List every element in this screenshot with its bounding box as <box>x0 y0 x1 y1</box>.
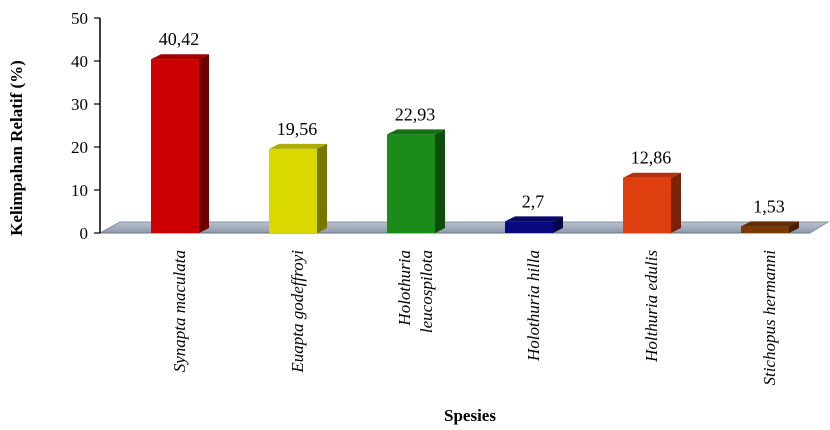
bar-top <box>623 172 681 178</box>
bars <box>151 54 799 233</box>
bar-top <box>151 54 209 60</box>
data-label: 19,56 <box>277 119 318 139</box>
bar-front <box>387 134 435 233</box>
category-labels: Synapta maculata Euapta godeffroyi Holothu… <box>170 250 779 386</box>
data-labels: 40,42 19,56 22,93 2,7 12,86 1,53 <box>159 29 785 216</box>
data-label: 40,42 <box>159 29 200 49</box>
data-label: 2,7 <box>522 191 545 211</box>
floor-plane <box>99 221 830 234</box>
bar-front <box>269 148 317 233</box>
y-tick-label: 10 <box>71 181 88 200</box>
bar-top <box>387 129 445 135</box>
y-axis: 0 10 20 30 40 50 <box>71 9 101 243</box>
y-tick-label: 20 <box>71 138 88 157</box>
bar-front <box>623 177 671 233</box>
bar-top <box>741 221 799 227</box>
bar-front <box>741 226 789 233</box>
bar-side <box>671 172 681 233</box>
bar-side <box>435 129 445 233</box>
y-tick-label: 30 <box>71 95 88 114</box>
bar <box>387 129 445 233</box>
bar <box>151 54 209 233</box>
y-tick-label: 50 <box>71 9 88 28</box>
data-label: 12,86 <box>631 148 672 168</box>
bar-top <box>269 143 327 149</box>
chart-floor <box>99 221 830 234</box>
bar-front <box>151 59 199 233</box>
bar <box>269 143 327 233</box>
bar-side <box>317 143 327 233</box>
category-label: Holothuria hilla <box>524 250 543 362</box>
category-label: Euapta godeffroyi <box>288 250 307 374</box>
bar-top <box>505 216 563 222</box>
bar-side <box>199 54 209 233</box>
category-label: Holothuria leucospilota <box>395 250 436 333</box>
category-label: Synapta maculata <box>170 250 189 372</box>
category-label: Holthuria edulis <box>642 250 661 363</box>
bar <box>623 172 681 233</box>
y-axis-title: Kelimpahan Relatif (%) <box>7 60 26 236</box>
data-label: 1,53 <box>753 196 785 216</box>
y-tick-label: 0 <box>80 224 89 243</box>
y-tick-label: 40 <box>71 52 88 71</box>
category-label: Stichopus hermanni <box>760 250 779 386</box>
bar-side <box>789 221 799 233</box>
data-label: 22,93 <box>395 104 436 124</box>
bar-side <box>553 216 563 233</box>
x-axis-title: Spesies <box>444 406 496 425</box>
bar-front <box>505 221 553 233</box>
bar <box>741 221 799 233</box>
bar <box>505 216 563 233</box>
